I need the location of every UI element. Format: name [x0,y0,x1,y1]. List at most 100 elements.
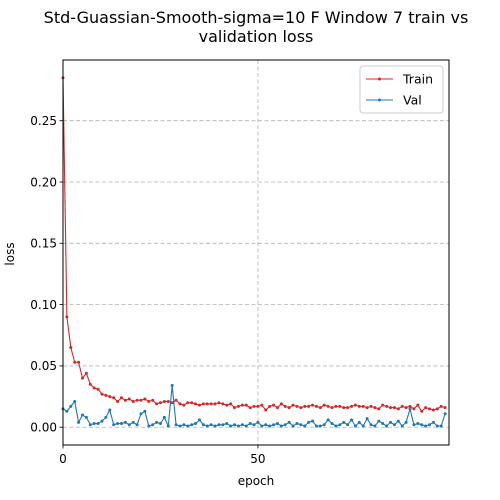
train-point [80,376,84,380]
train-point [424,406,428,410]
train-point [431,408,435,412]
train-point [412,407,416,411]
train-point [377,407,381,411]
train-point [73,360,77,364]
val-point [431,420,435,424]
train-point [264,408,268,412]
val-point [373,424,377,428]
train-point [229,402,233,406]
val-point [225,422,229,426]
val-point [256,420,260,424]
val-point [412,423,416,427]
train-point [420,409,424,413]
train-point [373,406,377,410]
train-point [322,403,326,407]
val-point [314,424,318,428]
train-point [404,406,408,410]
legend-box [359,65,444,114]
y-tick-label: 0.25 [30,114,57,128]
x-tick-label: 50 [250,452,265,466]
train-point [151,398,155,402]
train-point [318,406,322,410]
train-point [353,403,357,407]
val-point [435,424,439,428]
y-tick-label: 0.05 [30,359,57,373]
train-point [221,402,225,406]
val-point [221,423,225,427]
val-point [244,424,248,428]
val-point [268,424,272,428]
train-point [408,404,412,408]
train-point [162,399,166,403]
val-point [217,423,221,427]
train-point [439,404,443,408]
val-point [389,420,393,424]
train-point [209,402,213,406]
legend-val-marker [378,98,381,102]
train-point [365,406,369,410]
val-point [205,424,209,428]
val-point [420,423,424,427]
val-point [88,423,92,427]
val-point [69,404,73,408]
val-point [147,424,151,428]
val-point [252,423,256,427]
val-point [139,412,143,416]
val-point [248,422,252,426]
train-point [104,393,108,397]
val-point [350,418,354,422]
val-point [416,422,420,426]
train-point [217,401,221,405]
train-point [350,404,354,408]
val-point [318,424,322,428]
train-point [127,397,131,401]
val-point [338,423,342,427]
train-point [295,404,299,408]
train-point [143,397,147,401]
val-point [174,423,178,427]
val-point [357,420,361,424]
train-point [96,387,100,391]
train-point [112,396,116,400]
val-point [346,423,350,427]
train-point [213,402,217,406]
val-point [240,423,244,427]
val-point [303,424,307,428]
train-point [272,403,276,407]
train-point [197,403,201,407]
val-point [353,424,357,428]
val-point [178,424,182,428]
legend-train-label: Train [402,72,433,87]
val-point [283,423,287,427]
val-point [80,413,84,417]
val-point [119,422,123,426]
train-point [135,398,139,402]
val-series [61,384,447,428]
val-point [381,422,385,426]
train-point [330,406,334,410]
legend: Train Val [359,65,444,114]
train-point [303,404,307,408]
val-point [326,418,330,422]
train-point [248,406,252,410]
train-point [201,402,205,406]
x-tick-label: 0 [59,452,67,466]
train-point [361,404,365,408]
val-point [201,423,205,427]
train-point [69,346,73,350]
val-point [408,407,412,411]
train-point [190,401,194,405]
train-point [311,403,315,407]
train-point [178,402,182,406]
train-point [369,404,373,408]
val-point [311,419,315,423]
y-axis-label: loss [3,242,17,265]
val-point [116,422,120,426]
train-point [314,404,318,408]
train-point [443,406,447,410]
y-tick-label: 0.10 [30,298,57,312]
train-point [435,407,439,411]
val-point [299,423,303,427]
val-point [194,422,198,426]
train-point [139,398,143,402]
